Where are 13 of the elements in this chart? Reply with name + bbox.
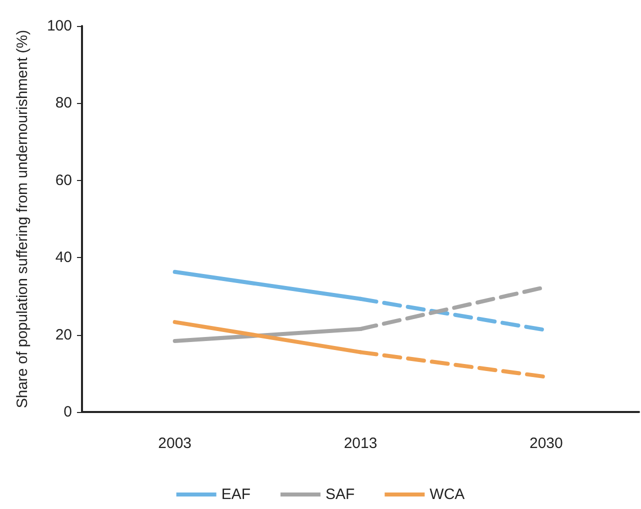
y-tick-label: 0 bbox=[64, 404, 72, 420]
y-tick-label: 40 bbox=[55, 249, 72, 266]
y-tick-label: 80 bbox=[55, 94, 72, 112]
y-tick-label: 60 bbox=[55, 172, 72, 189]
legend-label: SAF bbox=[326, 486, 355, 503]
x-tick-label: 2003 bbox=[158, 435, 192, 452]
y-tick-label: 20 bbox=[55, 326, 72, 344]
x-tick-label: 2030 bbox=[529, 435, 563, 452]
x-tick-label: 2013 bbox=[344, 435, 378, 452]
y-tick-label: 100 bbox=[46, 18, 72, 34]
legend-label: EAF bbox=[221, 486, 251, 503]
legend-label: WCA bbox=[430, 486, 465, 503]
y-axis-title: Share of population suffering from undernourishment (%) bbox=[14, 30, 31, 408]
